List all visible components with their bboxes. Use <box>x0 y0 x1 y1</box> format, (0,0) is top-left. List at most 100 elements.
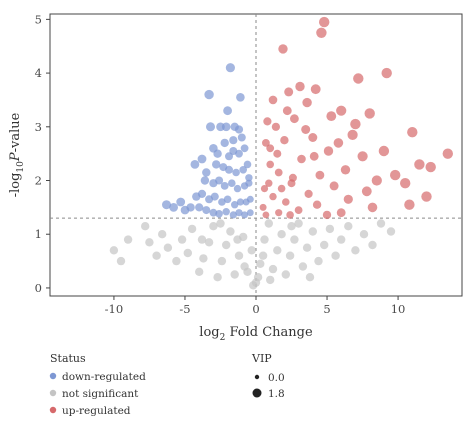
x-tick-label: 10 <box>391 302 406 316</box>
point-down-regulated <box>190 160 200 169</box>
point-up-regulated <box>259 203 267 211</box>
point-up-regulated <box>266 160 275 169</box>
point-up-regulated <box>357 151 368 162</box>
status-legend: Status down-regulated not significant up… <box>49 352 146 417</box>
point-not-significant <box>268 264 278 274</box>
point-not-significant <box>376 219 386 228</box>
point-up-regulated <box>271 122 280 131</box>
point-up-regulated <box>336 208 346 218</box>
y-axis-title-subscript: 10 <box>16 161 26 173</box>
point-down-regulated <box>245 179 253 187</box>
point-not-significant <box>213 273 222 282</box>
point-not-significant <box>386 227 396 236</box>
point-down-regulated <box>210 192 219 201</box>
point-not-significant <box>331 251 340 260</box>
point-up-regulated <box>294 206 303 215</box>
vip-legend-label-large: 1.8 <box>268 388 285 400</box>
point-down-regulated <box>215 176 224 185</box>
point-up-regulated <box>364 108 375 119</box>
point-not-significant <box>195 267 204 276</box>
point-up-regulated <box>290 114 299 124</box>
point-down-regulated <box>225 63 235 73</box>
point-not-significant <box>305 273 315 282</box>
point-not-significant <box>325 224 335 234</box>
y-tick-label: 3 <box>35 120 42 134</box>
point-up-regulated <box>266 144 275 153</box>
point-up-regulated <box>414 159 425 170</box>
point-down-regulated <box>223 195 232 204</box>
point-down-regulated <box>202 168 211 177</box>
point-up-regulated <box>260 185 269 193</box>
point-up-regulated <box>340 165 351 175</box>
x-tick-label: -10 <box>105 302 124 316</box>
y-tick-label: 0 <box>35 281 42 295</box>
point-down-regulated <box>204 89 214 100</box>
status-legend-title: Status <box>50 352 86 365</box>
point-not-significant <box>183 248 192 258</box>
vip-legend: VIP 0.0 1.8 <box>251 352 285 400</box>
point-up-regulated <box>295 81 305 92</box>
point-down-regulated <box>235 149 243 158</box>
point-down-regulated <box>180 205 190 215</box>
point-not-significant <box>177 235 187 244</box>
point-not-significant <box>260 235 269 244</box>
point-up-regulated <box>371 175 382 186</box>
vip-legend-small-dot <box>254 374 260 380</box>
point-down-regulated <box>246 209 254 217</box>
x-axis-ticks: -10 -5 0 5 10 <box>105 296 406 316</box>
point-up-regulated <box>309 151 319 161</box>
point-not-significant <box>320 240 329 250</box>
point-up-regulated <box>378 145 390 157</box>
point-up-regulated <box>304 189 313 198</box>
point-not-significant <box>249 281 258 290</box>
point-not-significant <box>152 251 161 260</box>
point-up-regulated <box>262 139 270 147</box>
point-not-significant <box>253 273 263 282</box>
point-up-regulated <box>333 138 344 148</box>
x-tick-label: -5 <box>179 302 190 316</box>
reference-lines <box>50 14 462 296</box>
point-not-significant <box>109 246 119 255</box>
point-up-regulated <box>301 125 311 134</box>
point-not-significant <box>337 235 346 244</box>
point-down-regulated <box>236 198 244 206</box>
y-axis-title-italic: P <box>8 152 23 162</box>
point-not-significant <box>240 262 249 271</box>
point-not-significant <box>230 270 239 279</box>
point-down-regulated <box>213 149 222 158</box>
point-down-regulated <box>234 125 244 134</box>
point-up-regulated <box>316 27 327 38</box>
point-not-significant <box>116 256 126 266</box>
point-not-significant <box>172 256 181 266</box>
point-not-significant <box>258 251 268 260</box>
point-down-regulated <box>162 200 171 210</box>
point-down-regulated <box>197 189 207 198</box>
point-not-significant <box>204 238 214 247</box>
point-down-regulated <box>236 93 245 102</box>
point-down-regulated <box>221 122 231 132</box>
legend-swatch-up-regulated <box>49 406 57 414</box>
point-not-significant <box>123 235 133 244</box>
point-not-significant <box>281 270 290 279</box>
point-not-significant <box>141 222 150 231</box>
point-down-regulated <box>212 160 221 169</box>
vip-legend-large-dot <box>252 388 262 398</box>
point-down-regulated <box>231 201 239 209</box>
point-up-regulated <box>326 111 337 121</box>
point-down-regulated <box>215 210 223 218</box>
point-up-regulated <box>329 181 339 191</box>
legend-swatch-not-significant <box>49 389 57 397</box>
point-up-regulated <box>278 44 288 54</box>
point-up-regulated <box>282 106 292 116</box>
point-up-regulated <box>275 209 283 217</box>
point-down-regulated <box>218 198 226 206</box>
point-down-regulated <box>197 154 207 164</box>
point-up-regulated <box>347 129 358 140</box>
point-up-regulated <box>322 210 332 220</box>
point-up-regulated <box>274 168 283 177</box>
point-not-significant <box>266 275 275 285</box>
legend-label-not-significant: not significant <box>62 388 139 400</box>
point-up-regulated <box>336 105 347 116</box>
vip-legend-label-small: 0.0 <box>268 372 285 384</box>
point-up-regulated <box>404 199 415 210</box>
